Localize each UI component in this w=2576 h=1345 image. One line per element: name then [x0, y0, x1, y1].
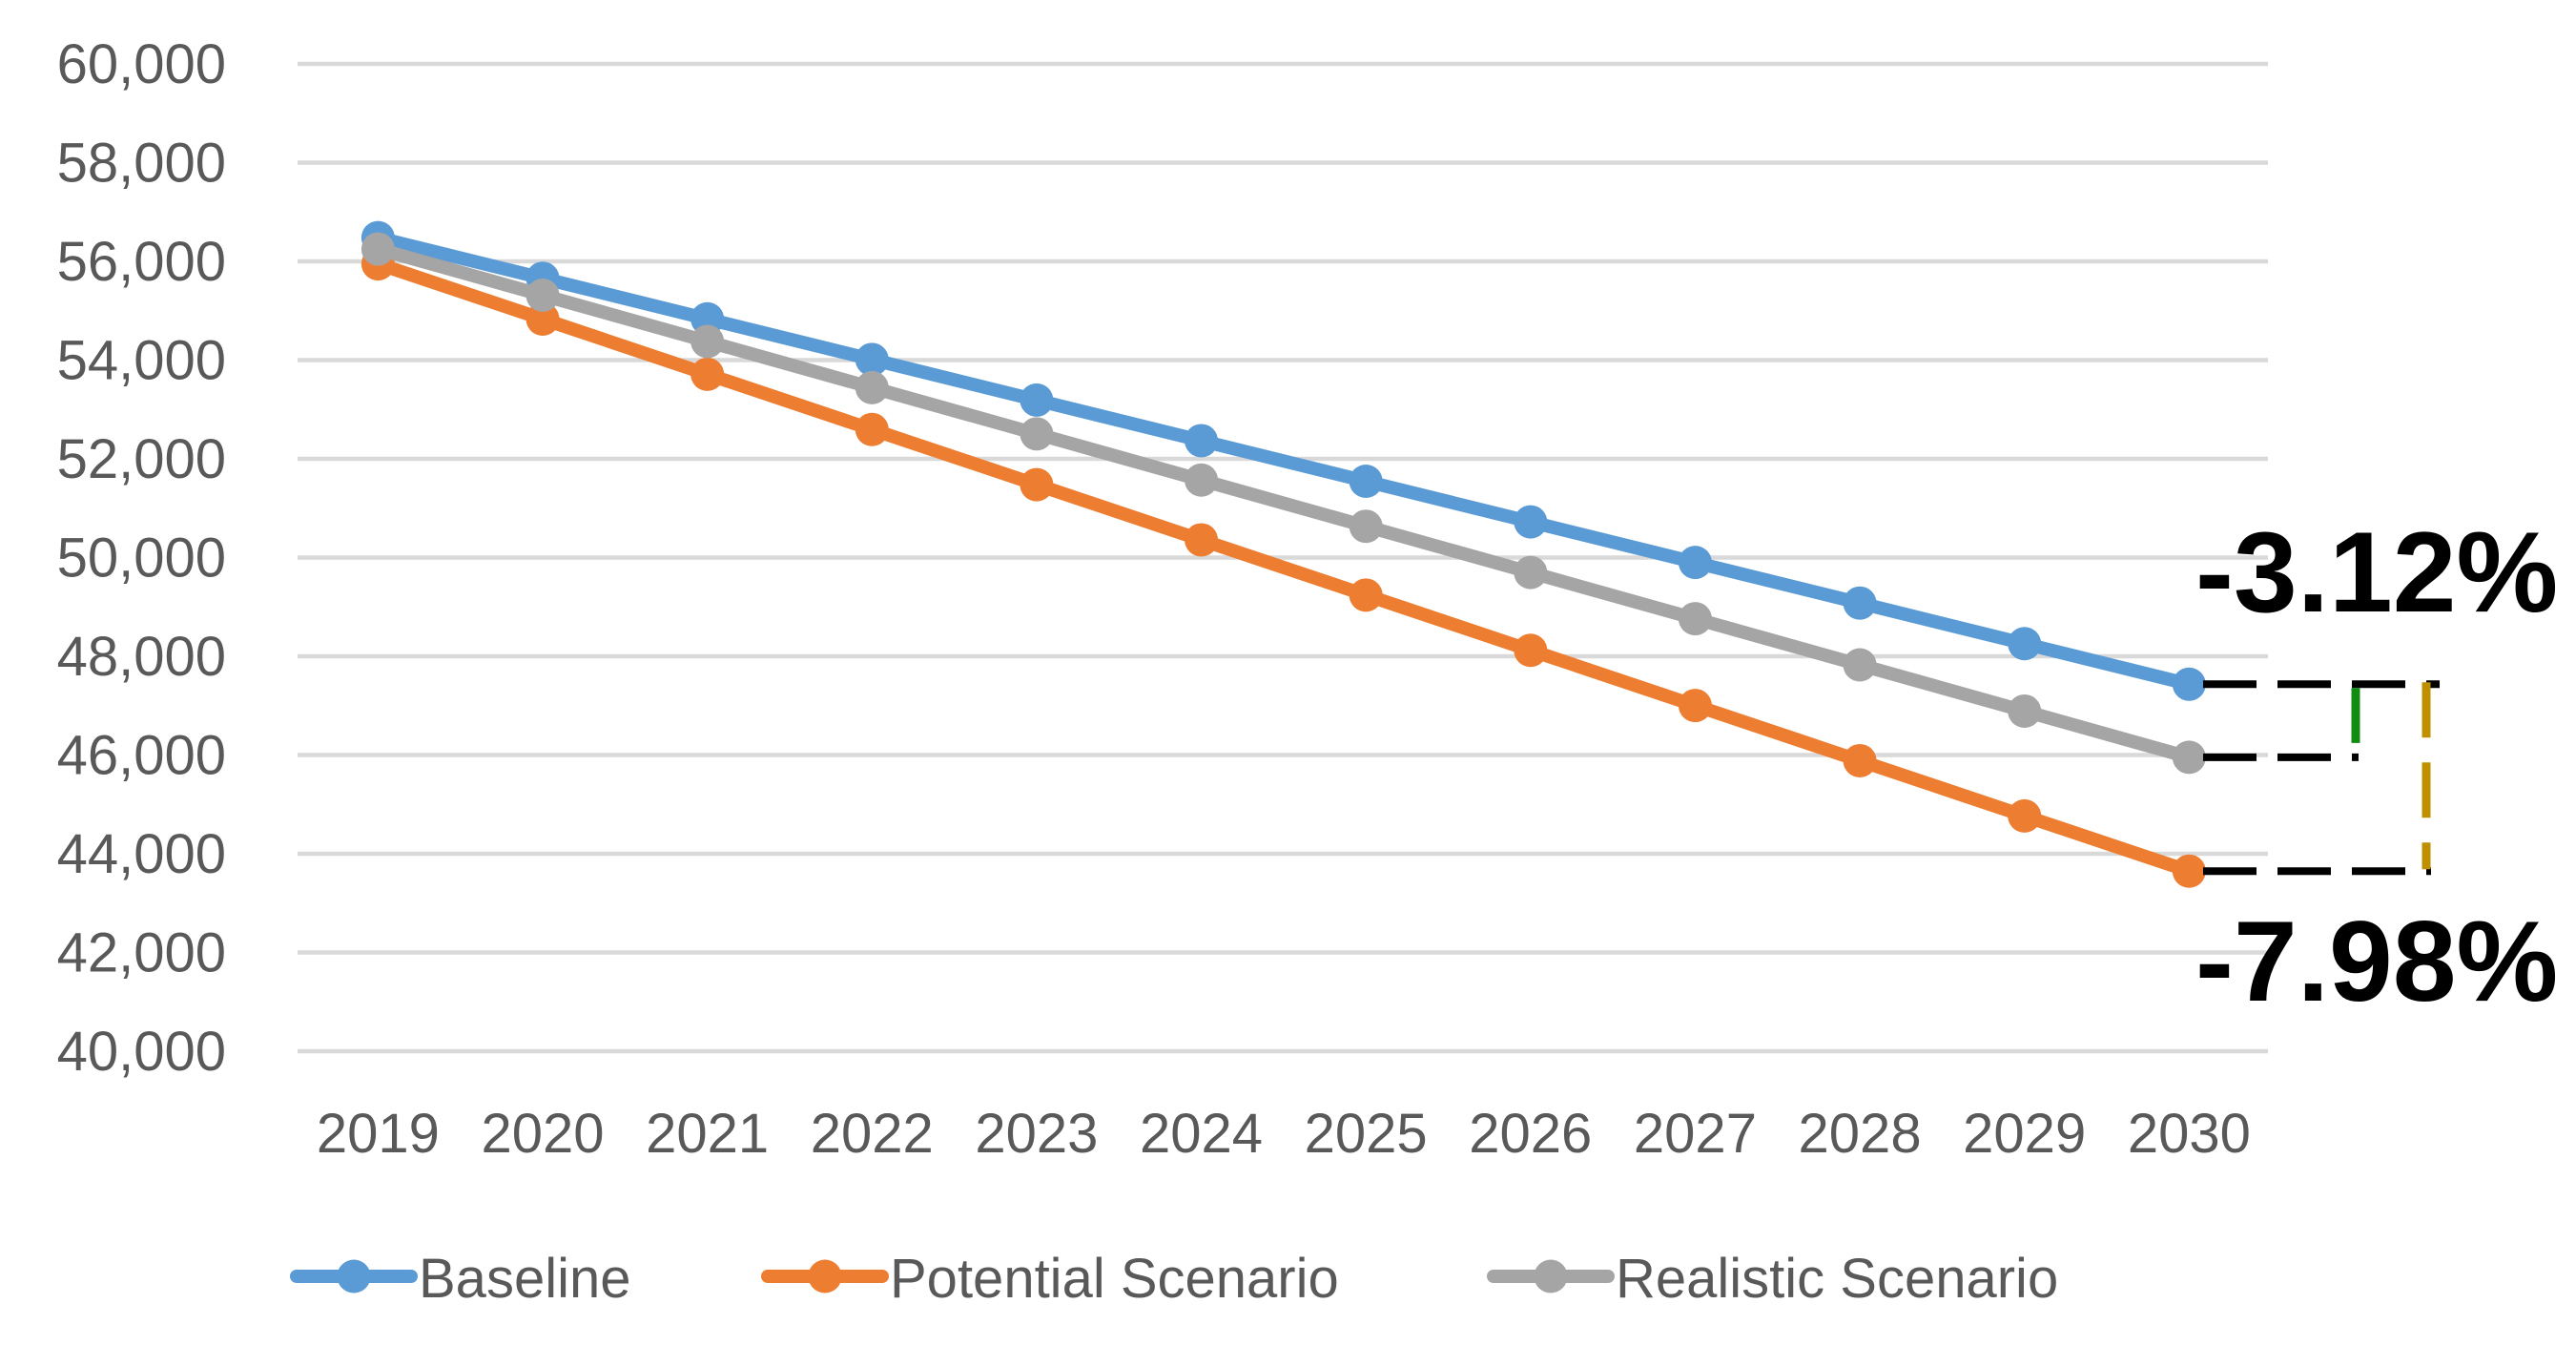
- marker-realistic-scenario-2025: [1349, 509, 1383, 544]
- x-tick-label-2019: 2019: [317, 1103, 440, 1165]
- marker-baseline-2025: [1349, 464, 1383, 498]
- annotation-potential-vs-baseline-pct: -7.98%: [2195, 898, 2558, 1025]
- x-tick-label-2028: 2028: [1799, 1103, 1922, 1165]
- series-line-baseline: [371, 231, 2196, 692]
- x-axis-labels: 2019 2020 2021 2022 2023 2024 2025 2026 2027 2028…: [317, 1103, 2251, 1165]
- marker-potential-scenario-2024: [1185, 523, 1219, 557]
- series-layer: [361, 220, 2206, 888]
- y-tick-label-40000: 40,000: [57, 1021, 226, 1083]
- y-tick-label-42000: 42,000: [57, 922, 226, 984]
- marker-potential-scenario-2025: [1349, 578, 1383, 612]
- marker-baseline-2028: [1843, 586, 1877, 620]
- legend-label-realistic-scenario: Realistic Scenario: [1616, 1248, 2058, 1310]
- marker-realistic-scenario-2019: [361, 232, 395, 266]
- y-tick-label-48000: 48,000: [57, 626, 226, 688]
- series-line-realistic-scenario: [371, 242, 2196, 764]
- x-tick-label-2020: 2020: [482, 1103, 605, 1165]
- legend-item-potential-scenario: Potential Scenario: [761, 1248, 1339, 1310]
- marker-potential-scenario-2026: [1514, 633, 1548, 668]
- marker-baseline-2024: [1185, 424, 1219, 458]
- legend-label-baseline: Baseline: [419, 1248, 630, 1310]
- marker-potential-scenario-2027: [1678, 689, 1712, 723]
- x-tick-label-2024: 2024: [1140, 1103, 1263, 1165]
- marker-realistic-scenario-2020: [526, 279, 560, 313]
- x-tick-label-2021: 2021: [646, 1103, 769, 1165]
- y-tick-label-44000: 44,000: [57, 823, 226, 885]
- marker-realistic-scenario-2022: [855, 370, 889, 404]
- x-tick-label-2030: 2030: [2128, 1103, 2251, 1165]
- marker-potential-scenario-2021: [690, 357, 725, 391]
- marker-potential-scenario-2023: [1020, 467, 1054, 502]
- y-tick-label-54000: 54,000: [57, 330, 226, 392]
- annotation-realistic-vs-baseline-pct: -3.12%: [2195, 508, 2558, 636]
- marker-realistic-scenario-2023: [1020, 417, 1054, 451]
- legend-marker-potential-scenario: [808, 1259, 842, 1293]
- y-tick-label-60000: 60,000: [57, 33, 226, 95]
- marker-baseline-2023: [1020, 383, 1054, 417]
- legend-label-potential-scenario: Potential Scenario: [890, 1248, 1339, 1310]
- gridlines: [298, 61, 2268, 1054]
- marker-potential-scenario-2028: [1843, 743, 1877, 777]
- marker-realistic-scenario-2021: [690, 324, 725, 359]
- y-tick-label-58000: 58,000: [57, 133, 226, 195]
- marker-realistic-scenario-2026: [1514, 555, 1548, 590]
- marker-realistic-scenario-2028: [1843, 648, 1877, 682]
- legend-item-baseline: Baseline: [290, 1248, 630, 1310]
- marker-realistic-scenario-2024: [1185, 463, 1219, 497]
- y-tick-label-56000: 56,000: [57, 231, 226, 293]
- x-tick-label-2027: 2027: [1634, 1103, 1757, 1165]
- x-tick-label-2023: 2023: [975, 1103, 1098, 1165]
- marker-baseline-2027: [1678, 546, 1712, 580]
- marker-baseline-2026: [1514, 505, 1548, 539]
- x-tick-label-2029: 2029: [1963, 1103, 2086, 1165]
- marker-potential-scenario-2020: [526, 301, 560, 336]
- marker-potential-scenario-2030: [2172, 854, 2206, 888]
- marker-potential-scenario-2029: [2008, 798, 2042, 833]
- legend-item-realistic-scenario: Realistic Scenario: [1487, 1248, 2058, 1310]
- y-tick-label-52000: 52,000: [57, 428, 226, 490]
- y-axis-labels: 40,000 42,000 44,000 46,000 48,000 50,000 52,0…: [57, 33, 226, 1083]
- marker-realistic-scenario-2030: [2172, 740, 2206, 775]
- x-tick-label-2025: 2025: [1305, 1103, 1428, 1165]
- annotation-lines: [2203, 680, 2440, 876]
- legend-marker-realistic-scenario: [1534, 1259, 1568, 1293]
- x-tick-label-2026: 2026: [1469, 1103, 1592, 1165]
- marker-baseline-2029: [2008, 627, 2042, 661]
- marker-realistic-scenario-2029: [2008, 693, 2042, 728]
- y-tick-label-46000: 46,000: [57, 725, 226, 787]
- marker-realistic-scenario-2027: [1678, 602, 1712, 636]
- y-tick-label-50000: 50,000: [57, 528, 226, 590]
- marker-baseline-2030: [2172, 667, 2206, 701]
- legend-marker-baseline: [337, 1259, 371, 1293]
- marker-baseline-2022: [855, 342, 889, 377]
- legend: Baseline Potential Scenario Realistic Scen…: [290, 1248, 2058, 1310]
- marker-potential-scenario-2022: [855, 412, 889, 446]
- series-line-potential-scenario: [371, 257, 2196, 879]
- x-tick-label-2022: 2022: [811, 1103, 934, 1165]
